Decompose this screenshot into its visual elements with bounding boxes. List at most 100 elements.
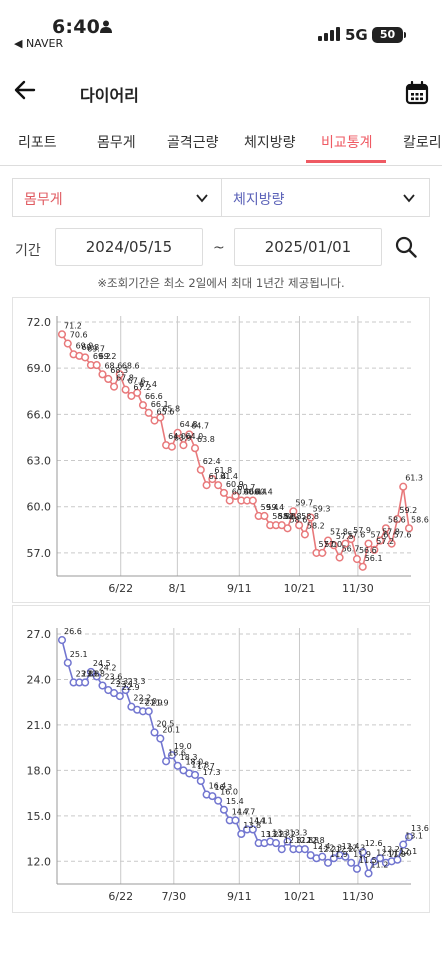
data-point xyxy=(162,757,171,766)
data-label: 65.8 xyxy=(162,404,180,413)
data-point xyxy=(387,539,396,548)
data-point xyxy=(399,482,408,491)
data-label: 63.9 xyxy=(174,434,192,443)
data-label: 59.4 xyxy=(266,503,284,512)
data-label: 65.6 xyxy=(157,408,175,417)
data-label: 21.9 xyxy=(145,698,163,707)
data-label: 20.1 xyxy=(162,726,180,735)
data-point xyxy=(323,536,333,545)
data-label: 64.7 xyxy=(191,421,209,430)
data-label: 60.4 xyxy=(243,488,261,497)
tab-calories[interactable]: 칼로리 xyxy=(403,135,442,151)
left-metric-select[interactable]: 몸무게 xyxy=(12,178,222,217)
data-label: 18.0 xyxy=(185,757,203,766)
data-point xyxy=(167,442,176,451)
data-label: 18.3 xyxy=(180,753,198,762)
data-point xyxy=(92,672,101,681)
tab-skeletal-muscle[interactable]: 골격근량 xyxy=(167,135,219,151)
data-label: 11.9 xyxy=(330,850,348,859)
data-label: 60.4 xyxy=(232,488,250,497)
data-point xyxy=(289,507,298,516)
data-label: 60.7 xyxy=(238,483,256,492)
person-icon xyxy=(100,20,112,33)
data-label: 23.3 xyxy=(128,677,146,686)
end-date-field[interactable]: 2025/01/01 xyxy=(234,228,382,266)
tab-weight[interactable]: 몸무게 xyxy=(97,135,136,151)
left-metric-value: 몸무게 xyxy=(24,192,63,208)
status-time: 6:40 xyxy=(52,16,101,38)
data-point xyxy=(300,530,309,539)
data-point xyxy=(329,541,338,550)
data-point xyxy=(341,852,350,861)
data-point xyxy=(283,837,292,846)
back-arrow-icon[interactable] xyxy=(14,80,36,100)
data-label: 12.6 xyxy=(365,839,383,848)
data-label: 57.8 xyxy=(382,528,400,537)
right-metric-select[interactable]: 체지방량 xyxy=(221,178,430,217)
y-tick-label: 60.0 xyxy=(27,501,52,514)
data-label: 14.7 xyxy=(238,807,256,816)
data-point xyxy=(248,825,257,834)
data-label: 12.8 xyxy=(284,836,302,845)
chevron-down-icon xyxy=(196,194,208,203)
data-label: 16.3 xyxy=(214,783,232,792)
data-label: 23.3 xyxy=(110,677,128,686)
right-metric-value: 체지방량 xyxy=(233,192,285,208)
data-point xyxy=(393,514,402,524)
start-date-field[interactable]: 2024/05/15 xyxy=(55,228,203,266)
body-fat-chart: 27.0 24.0 21.0 18.0 15.0 12.0 6/22 7/30 9/11 10/2… xyxy=(27,627,429,903)
data-label: 57.0 xyxy=(324,540,342,549)
data-label: 12.8 xyxy=(301,836,319,845)
data-label: 25.1 xyxy=(70,650,88,659)
data-label: 13.6 xyxy=(411,824,429,833)
data-point xyxy=(202,481,211,490)
data-label: 56.6 xyxy=(359,546,377,555)
data-label: 58.2 xyxy=(307,521,325,530)
data-label: 57.0 xyxy=(318,540,336,549)
data-label: 57.8 xyxy=(330,528,348,537)
data-point xyxy=(231,491,240,501)
tab-compare-stats[interactable]: 비교통계 xyxy=(321,135,373,151)
data-point xyxy=(347,858,356,867)
y-tick-label: 27.0 xyxy=(27,628,52,641)
data-point xyxy=(173,761,182,770)
data-label: 12.2 xyxy=(318,845,336,854)
data-point xyxy=(231,816,240,825)
data-point xyxy=(323,858,333,867)
x-tick-label: 11/30 xyxy=(342,582,374,595)
x-tick-label: 7/30 xyxy=(161,890,186,903)
data-point xyxy=(81,353,90,362)
data-point xyxy=(121,385,130,394)
y-tick-label: 24.0 xyxy=(27,673,52,686)
tab-body-fat[interactable]: 체지방량 xyxy=(244,135,296,151)
data-label: 71.2 xyxy=(64,321,82,330)
data-label: 58.8 xyxy=(272,512,290,521)
y-tick-label: 72.0 xyxy=(27,316,52,329)
data-label: 57.6 xyxy=(394,531,412,540)
data-label: 22.9 xyxy=(122,683,140,692)
back-to-app-link[interactable]: ◀ NAVER xyxy=(14,37,64,50)
tab-bar: 리포트 몸무게 골격근량 체지방량 비교통계 칼로리 xyxy=(0,116,442,166)
data-label: 69.8 xyxy=(81,343,99,352)
data-label: 59.3 xyxy=(313,505,331,514)
data-label: 56.7 xyxy=(342,545,360,554)
data-label: 61.8 xyxy=(214,466,232,475)
tab-report[interactable]: 리포트 xyxy=(18,135,57,151)
data-point xyxy=(335,553,344,562)
data-point xyxy=(63,339,72,348)
data-label: 23.8 xyxy=(87,669,105,678)
data-point xyxy=(190,770,200,779)
app-header: 다이어리 xyxy=(0,54,442,116)
data-point xyxy=(179,441,188,450)
data-label: 11.9 xyxy=(388,850,406,859)
x-tick-label: 6/22 xyxy=(108,582,133,595)
data-label: 12.3 xyxy=(324,844,342,853)
data-point xyxy=(138,401,148,410)
data-label: 66.1 xyxy=(151,400,169,409)
search-icon[interactable] xyxy=(395,236,417,258)
data-point xyxy=(214,796,223,805)
page-title: 다이어리 xyxy=(80,86,139,105)
data-label: 26.6 xyxy=(64,627,82,636)
data-label: 12.0 xyxy=(376,848,394,857)
calendar-icon[interactable] xyxy=(405,81,429,105)
